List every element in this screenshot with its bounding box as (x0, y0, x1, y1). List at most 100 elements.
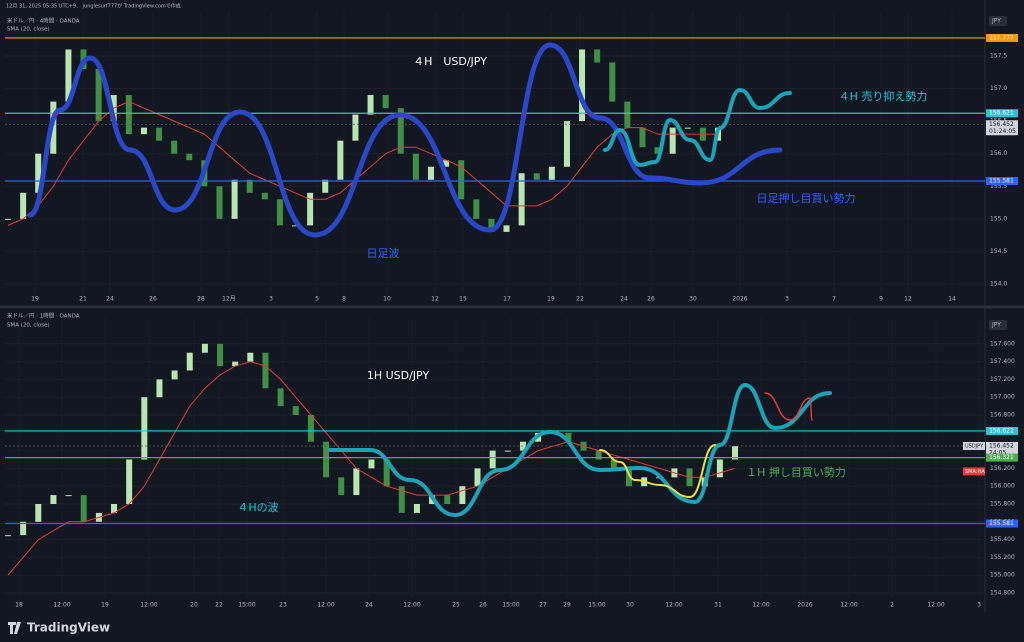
x-tick-label: 8 (342, 296, 346, 303)
hand-drawn-wave (764, 392, 813, 421)
y-tick-label: 154.5 (990, 248, 1007, 255)
x-tick-label: 22 (576, 296, 584, 303)
hand-drawn-wave (328, 382, 832, 518)
candle (247, 352, 254, 362)
candle (307, 192, 314, 226)
price-label: 156.452 (989, 121, 1014, 128)
countdown: 24:05 (989, 449, 1006, 456)
candle (413, 504, 420, 513)
candle (50, 495, 57, 504)
x-tick-label: 10 (383, 296, 391, 303)
candle (125, 95, 132, 135)
candle (140, 127, 147, 135)
symbol-line: 米ドル／円 · 1時間 · OANDA (7, 312, 80, 320)
candle (186, 352, 193, 371)
x-tick-label: 28 (197, 296, 205, 303)
y-tick-label: 155.800 (990, 501, 1015, 508)
x-tick-label: 19 (101, 602, 109, 609)
candle (186, 153, 193, 161)
x-tick-label: 12 (431, 296, 439, 303)
candle (625, 468, 632, 487)
y-tick-label: 157.5 (990, 52, 1007, 59)
x-tick-label: 24 (620, 296, 628, 303)
candle (595, 450, 602, 460)
candle (171, 370, 178, 380)
candle (353, 468, 360, 496)
candle (489, 450, 496, 469)
price-label: 156.321 (989, 454, 1014, 461)
candle (5, 535, 11, 537)
candle (594, 49, 601, 63)
candle (65, 495, 72, 497)
x-tick-label: 15 (459, 296, 467, 303)
price-label-box (986, 109, 1018, 118)
y-tick-label: 157.600 (990, 340, 1015, 347)
x-tick-label: 15:00 (588, 602, 605, 609)
x-tick-label: 2 (890, 602, 894, 609)
y-tick-label: 156.200 (990, 465, 1015, 472)
y-tick-label: 157.0 (990, 85, 1007, 92)
x-tick-label: 21 (79, 296, 87, 303)
candle (80, 495, 87, 522)
logo (8, 622, 21, 634)
candle (231, 179, 238, 219)
caption: 12月 31, 2025 05:35 UTC+9、 junglesurf777が… (6, 3, 181, 10)
price-label: 157.777 (989, 34, 1014, 41)
price-label-box (986, 519, 1018, 528)
sma-tag-box (963, 467, 985, 476)
x-tick-label: 3 (785, 296, 789, 303)
candle (398, 486, 405, 513)
annotation: ４H 売り抑え勢力 (839, 89, 928, 103)
price-label-box (986, 177, 1018, 186)
candle (639, 127, 646, 148)
candle (548, 166, 555, 180)
x-tick-label: 5 (315, 296, 319, 303)
x-tick-label: 3 (977, 602, 981, 609)
x-tick-label: 3 (269, 296, 273, 303)
sma-line (7, 361, 736, 576)
candle (261, 192, 268, 200)
x-tick-label: 12:00 (53, 602, 70, 609)
sma-tag: SMA:HA (965, 469, 985, 475)
candle (126, 459, 133, 504)
x-tick-label: 23 (279, 602, 287, 609)
x-tick-label: 12:00 (317, 602, 334, 609)
candle (201, 343, 208, 353)
candle (609, 62, 616, 102)
y-tick-label: 157.400 (990, 358, 1015, 365)
x-tick-label: 26 (647, 296, 655, 303)
candle (337, 140, 344, 180)
candle (732, 446, 738, 460)
candle (563, 121, 570, 167)
x-tick-label: 31 (714, 602, 722, 609)
x-tick-label: 9 (879, 296, 883, 303)
candle (20, 521, 27, 536)
annotation: ４Hの波 (237, 501, 278, 514)
x-tick-label: 15:00 (502, 602, 519, 609)
candle (111, 504, 118, 513)
x-tick-label: 22 (215, 602, 223, 609)
candle (444, 495, 451, 504)
x-tick-label: 24 (365, 602, 373, 609)
candle (397, 108, 404, 154)
x-tick-label: 12:00 (840, 602, 857, 609)
currency-box (989, 320, 1007, 330)
price-label: 155.581 (989, 178, 1014, 185)
x-tick-label: 17 (503, 296, 511, 303)
candle (504, 450, 511, 452)
x-tick-label: 12:00 (403, 602, 420, 609)
candle (654, 147, 661, 154)
candle (458, 160, 465, 200)
countdown: 01:24:05 (989, 128, 1016, 135)
symbol-line: 米ドル／円 · 4時間 · OANDA (7, 17, 80, 25)
price-label: 156.621 (989, 110, 1014, 117)
candle (35, 153, 42, 193)
x-tick-label: 2026 (732, 296, 747, 303)
x-tick-label: 27 (539, 602, 547, 609)
candle (518, 173, 525, 226)
candle (246, 179, 253, 193)
y-tick-label: 155.5 (990, 183, 1007, 190)
candle (610, 459, 617, 469)
